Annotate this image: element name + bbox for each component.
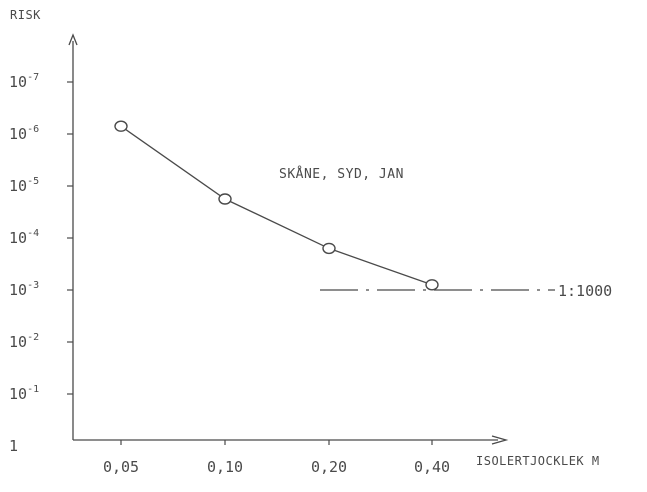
y-tick-label: 10-6 bbox=[9, 124, 39, 143]
series-group bbox=[114, 120, 439, 291]
data-point bbox=[322, 242, 336, 255]
x-tick-label: 0,05 bbox=[103, 458, 139, 476]
x-axis-arrow bbox=[491, 435, 509, 445]
reference-line-group: 1:1000 bbox=[320, 282, 612, 300]
y-tick-label: 10-1 bbox=[9, 384, 39, 403]
y-tick-label: 10-3 bbox=[9, 280, 39, 299]
x-tick-label: 0,20 bbox=[311, 458, 347, 476]
axes bbox=[68, 33, 509, 445]
y-tick-label: 10-2 bbox=[9, 332, 39, 351]
y-axis-label: RISK bbox=[10, 8, 41, 22]
y-axis-arrow bbox=[68, 33, 78, 46]
y-tick-label: 10-4 bbox=[9, 228, 39, 247]
y-tick-label: 10-5 bbox=[9, 176, 39, 195]
data-point bbox=[114, 120, 128, 132]
x-tick-label: 0,40 bbox=[414, 458, 450, 476]
x-ticks: 0,05 0,10 0,20 0,40 bbox=[103, 440, 450, 476]
x-tick-label: 0,10 bbox=[207, 458, 243, 476]
series-line bbox=[120, 125, 433, 286]
series-annotation: SKÅNE, SYD, JAN bbox=[279, 166, 404, 182]
y-ticks: 10-7 10-6 10-5 10-4 10-3 10-2 10-1 1 bbox=[9, 72, 73, 455]
x-axis-label: ISOLERTJOCKLEK M bbox=[476, 454, 600, 468]
y-tick-label: 1 bbox=[9, 437, 18, 455]
data-point bbox=[218, 193, 232, 205]
data-point bbox=[425, 279, 439, 291]
reference-line-label: 1:1000 bbox=[558, 282, 612, 300]
y-tick-label: 10-7 bbox=[9, 72, 39, 91]
